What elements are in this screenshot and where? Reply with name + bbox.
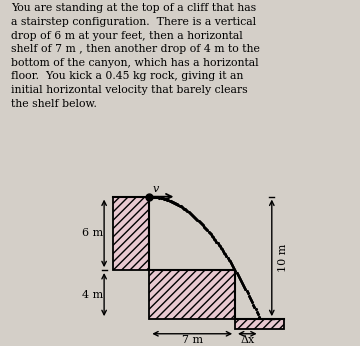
Polygon shape bbox=[113, 197, 149, 270]
Text: 7 m: 7 m bbox=[182, 335, 203, 345]
Text: You are standing at the top of a cliff that has
a stairstep configuration.  Ther: You are standing at the top of a cliff t… bbox=[11, 3, 260, 109]
Text: 4 m: 4 m bbox=[82, 290, 104, 300]
Polygon shape bbox=[235, 319, 284, 329]
Polygon shape bbox=[149, 270, 235, 319]
Text: Δx: Δx bbox=[240, 335, 255, 345]
Text: 10 m: 10 m bbox=[278, 244, 288, 272]
Text: v: v bbox=[152, 184, 159, 194]
Text: 6 m: 6 m bbox=[82, 228, 104, 238]
